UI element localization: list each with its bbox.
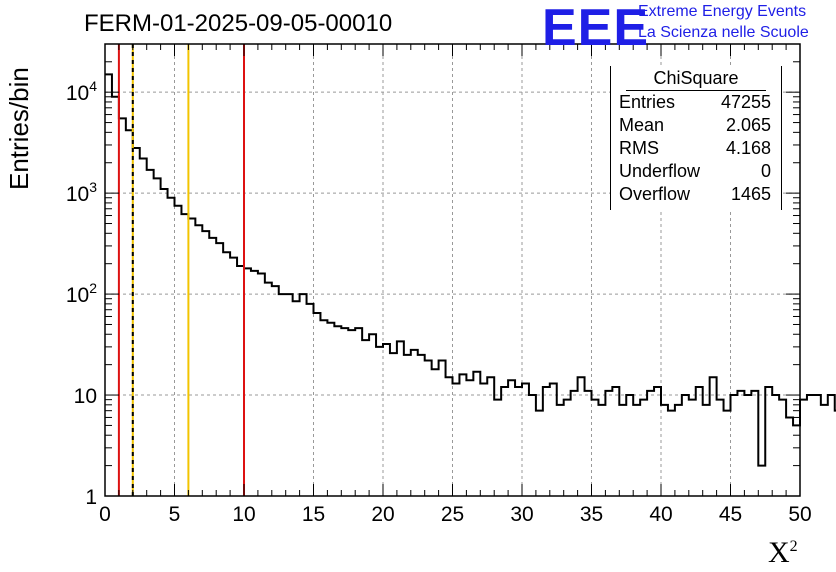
y-tick-label: 1 — [85, 486, 97, 509]
stats-label: Mean — [619, 115, 665, 135]
x-tick-label: 10 — [232, 503, 255, 526]
stats-row-overflow: Overflow 1465 — [611, 183, 781, 206]
eee-logo: EEE — [542, 0, 650, 57]
cut-lines — [117, 44, 245, 496]
eee-subtitle-line2: La Scienza nelle Scuole — [638, 24, 809, 41]
axes — [104, 43, 801, 497]
stats-label: Entries — [619, 92, 676, 112]
y-axis-label: Entries/bin — [4, 67, 34, 190]
stats-row-rms: RMS 4.168 — [611, 137, 781, 160]
x-tick-label: 35 — [580, 503, 603, 526]
x-tick-label: 0 — [99, 503, 111, 526]
x-axis-label: X2 — [768, 536, 798, 570]
x-tick-label: 25 — [441, 503, 464, 526]
y-tick-label: 102 — [66, 280, 97, 307]
x-axis-label-base: X — [768, 536, 790, 569]
y-tick-label: 10 — [74, 385, 97, 408]
y-tick-label: 103 — [66, 179, 97, 206]
stats-row-entries: Entries 47255 — [611, 91, 781, 114]
histogram-series — [105, 73, 836, 467]
x-tick-label: 20 — [371, 503, 394, 526]
x-axis-label-sup: 2 — [789, 538, 798, 555]
stats-value: 47255 — [720, 92, 771, 112]
x-tick-label: 30 — [510, 503, 533, 526]
x-tick-label: 50 — [788, 503, 811, 526]
x-tick-label: 5 — [169, 503, 181, 526]
x-tick-label: 45 — [719, 503, 742, 526]
x-tick-label: 15 — [302, 503, 325, 526]
stats-box: ChiSquare Entries 47255 Mean 2.065 RMS 4… — [610, 66, 782, 210]
stats-label: RMS — [619, 138, 659, 158]
stats-value: 1465 — [730, 184, 771, 204]
stats-value: 0 — [760, 161, 771, 181]
stats-label: Underflow — [619, 161, 701, 181]
stats-value: 2.065 — [725, 115, 771, 135]
y-tick-label: 104 — [66, 78, 97, 105]
histogram-line — [105, 73, 836, 467]
stats-value: 4.168 — [725, 138, 771, 158]
tick-labels: 0 5 10 15 20 25 30 35 40 45 50 1 10 102 103 104 — [66, 78, 812, 526]
chart-title: FERM-01-2025-09-05-00010 — [84, 10, 393, 37]
x-tick-label: 40 — [649, 503, 672, 526]
grid-lines — [105, 44, 800, 496]
stats-label: Overflow — [619, 184, 691, 204]
stats-row-underflow: Underflow 0 — [611, 160, 781, 183]
stats-row-mean: Mean 2.065 — [611, 114, 781, 137]
stats-title: ChiSquare — [626, 68, 766, 91]
eee-subtitle-line1: Extreme Energy Events — [638, 3, 807, 20]
